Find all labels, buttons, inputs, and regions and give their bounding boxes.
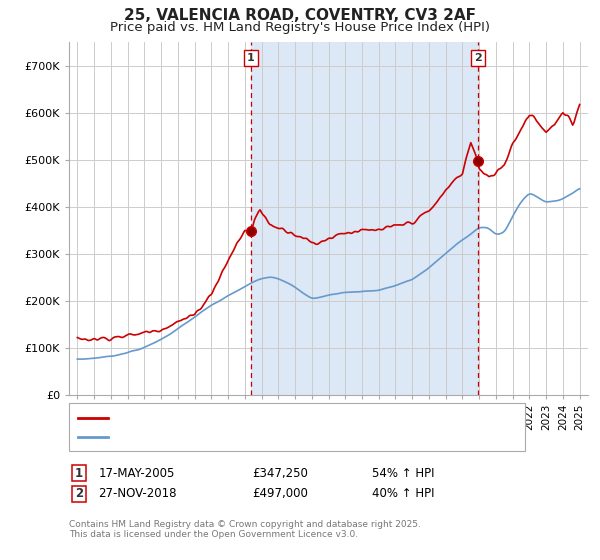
Text: 25, VALENCIA ROAD, COVENTRY, CV3 2AF: 25, VALENCIA ROAD, COVENTRY, CV3 2AF [124, 8, 476, 24]
Text: 27-NOV-2018: 27-NOV-2018 [98, 487, 177, 501]
Text: 17-MAY-2005: 17-MAY-2005 [98, 466, 175, 480]
Text: £497,000: £497,000 [252, 487, 308, 501]
Text: 25, VALENCIA ROAD, COVENTRY, CV3 2AF (detached house): 25, VALENCIA ROAD, COVENTRY, CV3 2AF (de… [114, 412, 467, 425]
Bar [251, 42, 478, 395]
Text: £347,250: £347,250 [252, 466, 308, 480]
Text: 2: 2 [474, 53, 482, 63]
Text: 40% ↑ HPI: 40% ↑ HPI [372, 487, 434, 501]
Text: 1: 1 [75, 466, 83, 480]
Text: 54% ↑ HPI: 54% ↑ HPI [372, 466, 434, 480]
Text: HPI: Average price, detached house, Coventry: HPI: Average price, detached house, Cove… [114, 431, 386, 444]
Text: 1: 1 [247, 53, 255, 63]
Text: Contains HM Land Registry data © Crown copyright and database right 2025.
This d: Contains HM Land Registry data © Crown c… [69, 520, 421, 539]
Text: Price paid vs. HM Land Registry's House Price Index (HPI): Price paid vs. HM Land Registry's House … [110, 21, 490, 34]
Text: 2: 2 [75, 487, 83, 501]
